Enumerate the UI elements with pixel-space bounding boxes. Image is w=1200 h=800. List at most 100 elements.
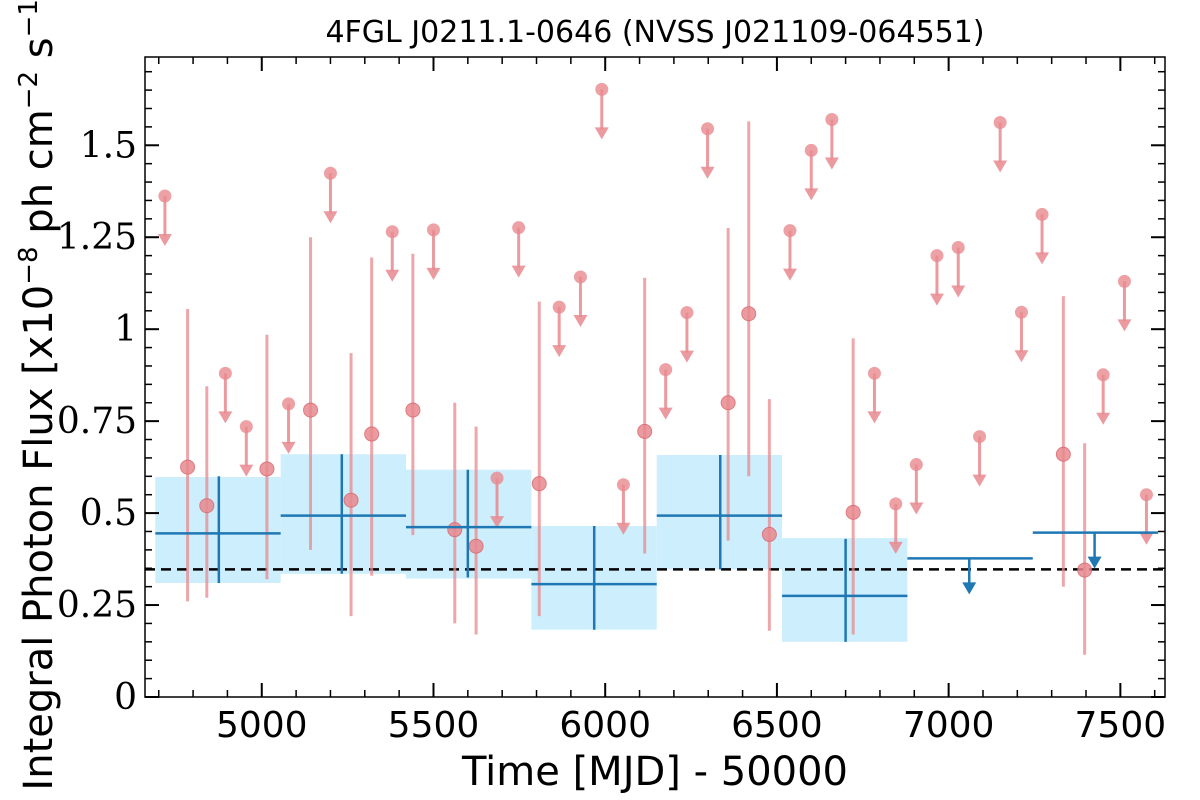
short-bin-upper-limit: [616, 478, 631, 535]
short-bin-upper-limit: [951, 241, 966, 298]
short-bin-upper-limit: [993, 115, 1008, 173]
long-bin-upper-limit: [907, 557, 1033, 595]
short-bin-upper-limit: [929, 249, 944, 306]
upper-limit-arrow-head: [573, 314, 588, 327]
upper-limit-arrow-head: [385, 269, 400, 282]
upper-limit-marker: [218, 366, 232, 380]
upper-limit-marker: [1117, 274, 1131, 288]
upper-limit-marker: [323, 166, 337, 180]
upper-limit-marker: [993, 115, 1007, 129]
short-bin-upper-limit: [658, 363, 673, 420]
data-marker: [405, 402, 421, 418]
upper-limit-arrow-head: [1014, 350, 1029, 363]
x-tick-label: 7500: [1075, 705, 1167, 746]
data-marker: [343, 492, 359, 508]
long-bin-upper-limit: [1032, 531, 1159, 569]
data-marker: [447, 522, 463, 538]
upper-limit-arrow-head: [993, 160, 1008, 173]
short-bin-upper-limit: [888, 497, 903, 554]
short-bin-upper-limit: [157, 189, 172, 247]
data-marker: [1077, 562, 1093, 578]
upper-limit-arrow-head: [490, 516, 505, 529]
upper-limit-arrow-head: [782, 268, 797, 281]
long-bin-series: [155, 454, 1159, 642]
upper-limit-arrow-head: [972, 474, 987, 487]
upper-limit-arrow-head: [679, 350, 694, 363]
upper-limit-marker: [239, 420, 253, 434]
y-axis-title: Integral Photon Flux [x10−8 ph cm−2 s−1]: [14, 0, 62, 791]
data-marker: [720, 395, 736, 411]
upper-limit-arrow-head: [552, 345, 567, 358]
short-bin-upper-limit: [1117, 274, 1132, 332]
long-bin-point: [531, 525, 657, 630]
short-bin-point: [741, 121, 757, 477]
upper-limit-arrow-head: [1139, 532, 1154, 545]
short-bin-upper-limit: [490, 471, 505, 529]
upper-limit-marker: [825, 113, 839, 127]
upper-limit-arrow-head: [616, 522, 631, 535]
data-marker: [259, 461, 275, 477]
chart-title: 4FGL J0211.1-0646 (NVSS J021109-064551): [325, 15, 984, 50]
upper-limit-arrow-head: [511, 265, 526, 278]
upper-limit-marker: [1014, 305, 1028, 319]
short-bin-upper-limit: [239, 420, 254, 477]
short-bin-upper-limit: [804, 143, 819, 201]
y-axis-title-exp3: −1: [14, 0, 44, 37]
upper-limit-arrow-head: [157, 234, 172, 247]
short-bin-point: [405, 253, 421, 536]
upper-limit-marker: [595, 82, 609, 96]
upper-limit-arrow-head: [909, 502, 924, 515]
short-bin-upper-limit: [972, 430, 987, 487]
upper-limit-marker: [867, 366, 881, 380]
short-bin-upper-limit: [700, 122, 715, 179]
upper-limit-arrow-head: [951, 285, 966, 298]
short-bin-upper-limit: [552, 300, 567, 358]
y-tick-label: 0.25: [57, 585, 137, 626]
x-tick-label: 7000: [903, 705, 995, 746]
upper-limit-arrow-head: [867, 411, 882, 424]
y-axis-title-exp1: −8: [14, 246, 44, 284]
upper-limit-marker: [889, 497, 903, 511]
upper-limit-marker: [490, 471, 504, 485]
upper-limit-marker: [680, 306, 694, 320]
x-axis-title: Time [MJD] - 50000: [461, 749, 848, 795]
short-bin-upper-limit: [426, 223, 441, 280]
upper-limit-arrow-head: [658, 407, 673, 420]
short-bin-upper-limit: [385, 225, 400, 282]
x-tick-label: 6500: [731, 705, 823, 746]
short-bin-upper-limit: [1139, 488, 1154, 545]
upper-limit-marker: [783, 224, 797, 238]
upper-limit-arrow-head: [594, 127, 609, 140]
y-axis-title-main: Integral Photon Flux [x10: [16, 285, 62, 791]
upper-limit-marker: [552, 300, 566, 314]
upper-limit-marker: [158, 189, 172, 203]
short-bin-upper-limit: [824, 113, 839, 170]
upper-limit-marker: [282, 397, 296, 411]
data-marker: [1055, 446, 1071, 462]
short-bin-point: [343, 353, 359, 617]
upper-limit-arrow-head: [929, 293, 944, 306]
long-bin-point: [155, 476, 281, 583]
y-tick-label: 0.75: [57, 401, 137, 442]
upper-limit-arrow-head: [700, 166, 715, 179]
short-bin-point: [1055, 296, 1071, 587]
short-bin-point: [637, 277, 653, 554]
short-bin-upper-limit: [1096, 368, 1111, 425]
upper-limit-marker: [1096, 368, 1110, 382]
data-marker: [741, 306, 757, 322]
y-tick-label: 0.5: [80, 493, 137, 534]
x-tick-label: 5000: [216, 705, 308, 746]
data-marker: [303, 402, 319, 418]
short-bin-point: [303, 237, 319, 550]
data-marker: [637, 423, 653, 439]
upper-limit-marker: [804, 143, 818, 157]
upper-limit-marker: [1035, 207, 1049, 221]
data-marker: [531, 476, 547, 492]
upper-limit-arrow-head: [426, 267, 441, 280]
upper-limit-marker: [385, 225, 399, 239]
short-bin-upper-limit: [909, 458, 924, 515]
short-bin-point: [1077, 443, 1093, 655]
upper-limit-marker: [659, 363, 673, 377]
data-marker: [199, 498, 215, 514]
